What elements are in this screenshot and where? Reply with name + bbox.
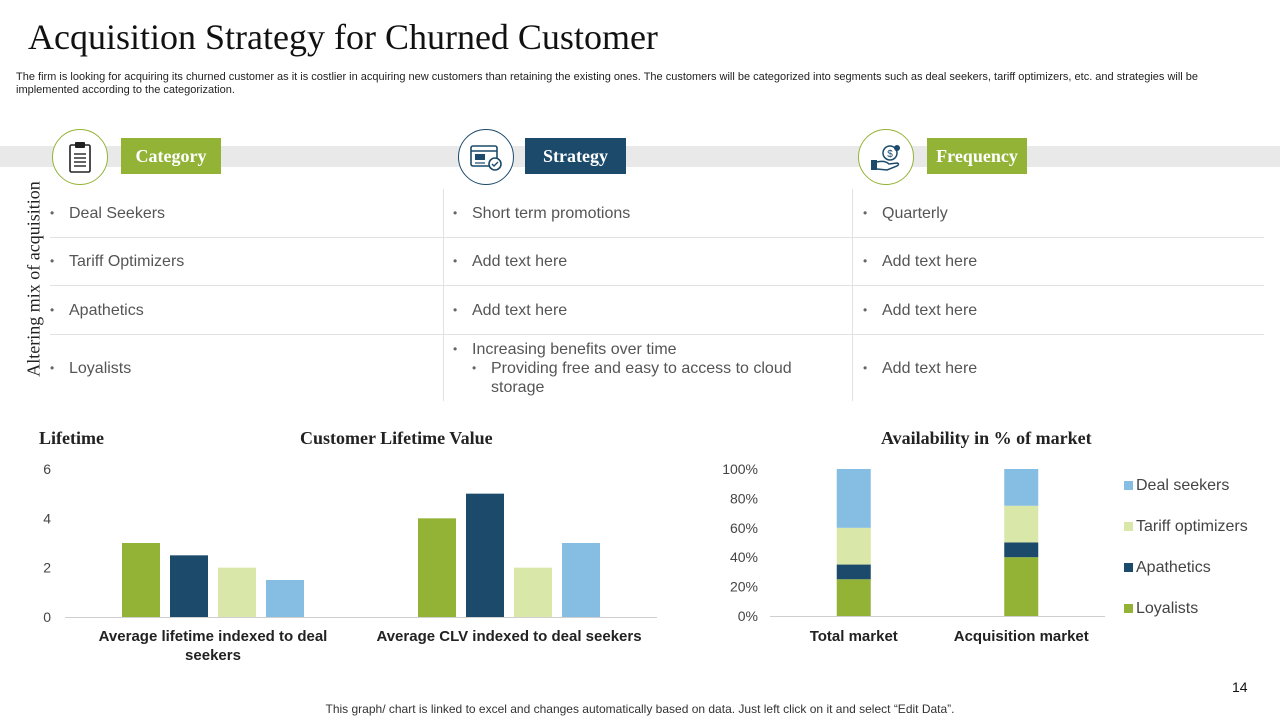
y-tick-label: 0 — [43, 609, 51, 625]
strategy-header: Strategy — [525, 138, 626, 174]
category-circle — [52, 129, 108, 185]
legend-label: Tariff optimizers — [1136, 518, 1248, 535]
column-divider — [852, 189, 853, 401]
table-cell-strategy: • Add text here — [453, 302, 568, 319]
table-cell-strategy: • Increasing benefits over time — [453, 341, 677, 358]
stacked-bar-segment — [836, 564, 871, 580]
clipboard-icon — [69, 142, 91, 173]
table-cell-frequency: • Quarterly — [863, 205, 948, 222]
stacked-bar-segment — [1004, 469, 1039, 506]
page-number: 14 — [1232, 679, 1248, 695]
money-hand-icon: $ — [871, 145, 900, 171]
row-divider — [50, 285, 1264, 286]
row-divider — [50, 334, 1264, 335]
table-cell-strategy: • Add text here — [453, 253, 568, 270]
bar — [418, 518, 456, 617]
legend-swatch — [1124, 522, 1133, 531]
market-availability-chart: 0% 20% 40% 60% 80% 100% Total market Acquisitio… — [722, 461, 1248, 645]
bar — [122, 543, 160, 617]
x-tick-label: Average lifetime indexed to deal seekers — [99, 628, 328, 664]
table-cell-category: • Apathetics — [50, 302, 144, 319]
legend-swatch — [1124, 481, 1133, 490]
bar — [562, 543, 600, 617]
x-tick-label: Acquisition market — [954, 628, 1089, 645]
table-cell-frequency: • Add text here — [863, 360, 978, 377]
bar — [266, 580, 304, 617]
table-cell-strategy: • Short term promotions — [453, 205, 631, 222]
stacked-bar-segment — [1004, 542, 1039, 558]
legend-label: Deal seekers — [1136, 477, 1229, 494]
table-cell-substrategy: • Providing free and easy to access to cl… — [472, 360, 792, 396]
x-tick-label: Average CLV indexed to deal seekers — [376, 628, 641, 645]
bar — [218, 567, 256, 617]
chart1-ylabel: Lifetime — [39, 428, 104, 448]
stacked-bar-segment — [836, 579, 871, 616]
legend-label: Apathetics — [1136, 559, 1211, 576]
frequency-header: Frequency — [927, 138, 1027, 174]
footnote: This graph/ chart is linked to excel and… — [325, 702, 955, 716]
x-tick-label: Total market — [810, 628, 898, 645]
legend-label: Loyalists — [1136, 600, 1198, 617]
chart2-title: Availability in % of market — [881, 428, 1092, 448]
y-tick-label: 6 — [43, 461, 51, 477]
table-cell-category: • Deal Seekers — [50, 205, 166, 222]
y-tick-label: 100% — [722, 461, 758, 477]
stacked-bar-segment — [1004, 505, 1039, 543]
stacked-bar-segment — [836, 469, 871, 528]
y-tick-label: 2 — [43, 560, 51, 576]
column-divider — [443, 189, 444, 401]
row-divider — [50, 237, 1264, 238]
clv-chart: 0 2 4 6 Average lifetime indexed to deal seek… — [43, 461, 657, 664]
side-label: Altering mix of acquisition — [23, 181, 44, 377]
slide-title: Acquisition Strategy for Churned Custome… — [28, 17, 658, 57]
y-tick-label: 0% — [738, 608, 758, 624]
svg-text:$: $ — [887, 149, 893, 160]
strategy-circle — [458, 129, 514, 185]
stacked-bar-segment — [836, 527, 871, 565]
y-tick-label: 80% — [730, 490, 758, 506]
bar — [466, 493, 504, 617]
browser-settings-icon — [470, 145, 502, 171]
stacked-bar-segment — [1004, 557, 1039, 616]
y-tick-label: 4 — [43, 510, 51, 526]
bar — [170, 555, 208, 617]
chart1-title: Customer Lifetime Value — [300, 428, 493, 448]
y-tick-label: 40% — [730, 549, 758, 565]
legend-swatch — [1124, 563, 1133, 572]
y-tick-label: 20% — [730, 579, 758, 595]
bar — [514, 567, 552, 617]
table-cell-category: • Loyalists — [50, 360, 132, 377]
frequency-circle: $ — [858, 129, 914, 185]
table-cell-category: • Tariff Optimizers — [50, 253, 185, 270]
table-cell-frequency: • Add text here — [863, 302, 978, 319]
legend-swatch — [1124, 604, 1133, 613]
category-header: Category — [121, 138, 221, 174]
slide-subtitle: The firm is looking for acquiring its ch… — [16, 71, 1199, 96]
y-tick-label: 60% — [730, 520, 758, 536]
table-cell-frequency: • Add text here — [863, 253, 978, 270]
